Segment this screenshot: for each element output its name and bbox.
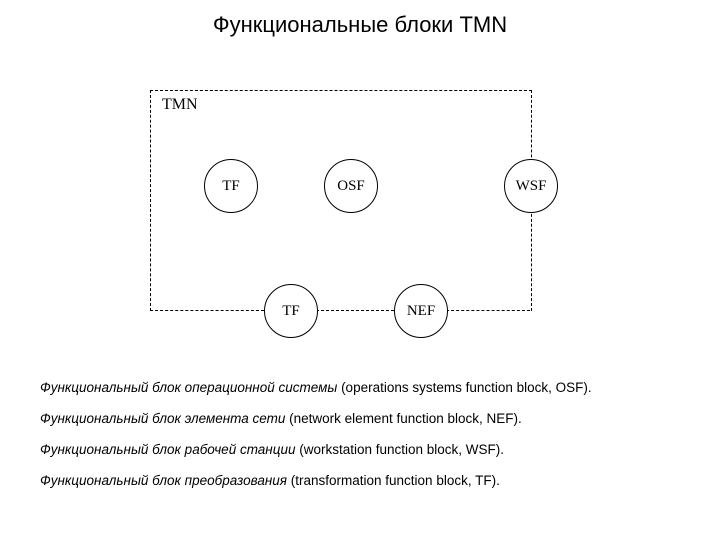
node-tf-top: TF [204,159,258,213]
legend: Функциональный блок операционной системы… [40,380,680,504]
legend-nef-italic: Функциональный блок элемента сети [40,411,289,426]
node-osf-label: OSF [337,178,365,195]
node-wsf: WSF [504,159,558,213]
tmn-bottom-seg-2 [316,310,394,311]
legend-tf-italic: Функциональный блок преобразования [40,473,291,488]
legend-osf-italic: Функциональный блок операционной системы [40,380,341,395]
legend-tf-plain: (transformation function block, TF). [291,473,500,488]
legend-nef-plain: (network element function block, NEF). [289,411,522,426]
node-nef: NEF [394,284,448,338]
legend-wsf-italic: Функциональный блок рабочей станции [40,442,299,457]
node-wsf-label: WSF [516,178,547,195]
page-title: Функциональные блоки TMN [0,12,720,38]
legend-line-wsf: Функциональный блок рабочей станции (wor… [40,442,680,457]
tmn-diagram: TMN TF OSF WSF TF NEF [130,70,590,340]
node-tf-top-label: TF [222,178,240,195]
node-tf-bottom: TF [264,284,318,338]
tmn-bottom-seg-3 [446,310,530,311]
tmn-bottom-seg-1 [150,310,264,311]
node-osf: OSF [324,159,378,213]
legend-line-osf: Функциональный блок операционной системы… [40,380,680,395]
legend-line-nef: Функциональный блок элемента сети (netwo… [40,411,680,426]
legend-line-tf: Функциональный блок преобразования (tran… [40,473,680,488]
slide: Функциональные блоки TMN TMN TF OSF WSF … [0,0,720,540]
node-nef-label: NEF [407,303,435,320]
legend-wsf-plain: (workstation function block, WSF). [299,442,504,457]
legend-osf-plain: (operations systems function block, OSF)… [341,380,592,395]
node-tf-bottom-label: TF [282,303,300,320]
tmn-box-label: TMN [162,96,198,114]
